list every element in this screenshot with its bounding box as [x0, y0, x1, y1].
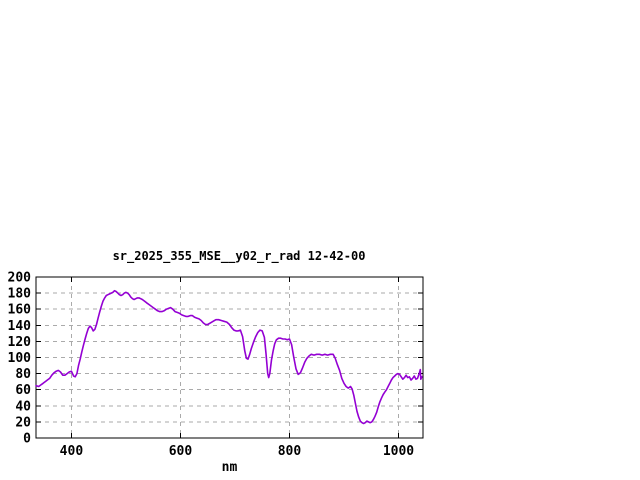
- y-tick-label: 0: [23, 432, 31, 447]
- y-tick-label: 160: [8, 303, 32, 318]
- x-axis-label: nm: [221, 460, 238, 475]
- x-tick-label: 800: [278, 444, 302, 459]
- y-tick-label: 20: [15, 415, 31, 430]
- x-tick-label: 1000: [383, 444, 414, 459]
- y-tick-label: 180: [8, 287, 32, 302]
- x-tick-label: 400: [60, 444, 84, 459]
- y-tick-label: 60: [15, 383, 31, 398]
- y-tick-label: 80: [15, 367, 31, 382]
- spectrum-curve: [35, 289, 423, 425]
- y-tick-label: 40: [15, 399, 31, 414]
- y-tick-label: 120: [8, 335, 32, 350]
- chart-title: sr_2025_355_MSE__y02_r_rad 12-42-00: [112, 249, 366, 263]
- y-tick-label: 140: [8, 319, 32, 334]
- y-tick-label: 100: [8, 351, 32, 366]
- plot-border: [35, 276, 424, 439]
- y-tick-label: 200: [8, 271, 32, 286]
- x-tick-label: 600: [169, 444, 193, 459]
